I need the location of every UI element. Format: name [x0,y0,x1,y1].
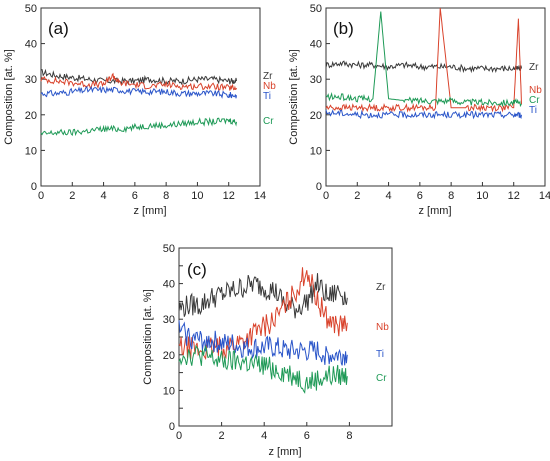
panel-b-xlabel: z [mm] [419,205,452,217]
panel-b-series-ti-line [325,109,522,120]
panel-b-ytick-label: 50 [310,3,322,15]
panel-a-ylabel: Composition [at. %] [3,49,15,144]
panel-a: (a) z [mm] Composition [at. %] 0 2 4 6 8 10 12… [3,3,276,217]
panel-a-frame [40,7,261,187]
panel-a-xtick-label: 14 [254,190,266,202]
panel-b-frame [325,7,546,187]
panel-b-xtick-label: 4 [386,190,392,202]
panel-b-ytick-label: 0 [316,181,322,193]
panel-a-xtick-label: 12 [223,190,235,202]
panel-b-legend-ti: Ti [529,105,537,116]
panel-b-ytick-label: 10 [310,145,322,157]
panel-a-legend-zr: Zr [263,71,273,82]
panel-b-xtick-label: 10 [476,190,488,202]
panel-a-ytick-label: 20 [25,110,37,122]
panel-b-xtick-label: 14 [539,190,550,202]
panel-c-ylabel: Composition [at. %] [142,289,154,384]
panel-b-xtick-label: 0 [323,190,329,202]
panel-c-ytick-label: 30 [163,314,175,326]
panel-b-ytick-label: 30 [310,74,322,86]
panel-c-ytick-label: 20 [163,350,175,362]
panel-c-xtick-label: 4 [261,430,267,442]
panel-c-series-zr-line [178,273,348,319]
panel-c-frame [178,247,393,427]
panel-a-xtick-label: 4 [101,190,107,202]
panel-c-ytick-label: 10 [163,385,175,397]
panel-b: (b) z [mm] Composition [at. %] 0 2 4 6 8 10 12… [288,3,550,217]
panel-c-legend-nb: Nb [376,322,389,333]
panel-c-xtick-label: 8 [346,430,352,442]
panel-a-series-nb-line [40,72,237,92]
panel-b-label: (b) [333,19,354,38]
panel-b-xtick-label: 6 [417,190,423,202]
panel-a-legend-cr: Cr [263,116,274,127]
panel-b-series-zr-line [325,60,522,74]
panel-c-label: (c) [187,260,207,279]
panel-c: (c) z [mm] Composition [at. %] 0 2 4 6 8 0 10 2… [142,243,393,458]
panel-a-legend-nb: Nb [263,81,276,92]
panel-c-series-cr-line [178,344,348,394]
panel-a-label: (a) [48,19,69,38]
panel-a-ytick-label: 40 [25,39,37,51]
panel-a-xtick-label: 8 [163,190,169,202]
panel-b-ytick-label: 40 [310,39,322,51]
panel-c-legend-cr: Cr [376,373,387,384]
panel-b-xtick-label: 12 [508,190,520,202]
panel-a-xtick-label: 2 [69,190,75,202]
panel-c-series-ti-line [178,320,348,366]
panel-a-xtick-label: 10 [191,190,203,202]
panel-b-ylabel: Composition [at. %] [288,49,300,144]
panel-c-ytick-label: 0 [169,421,175,433]
panel-c-legend-ti: Ti [376,349,384,360]
panel-a-ytick-label: 30 [25,74,37,86]
panel-c-xtick-label: 0 [176,430,182,442]
panel-c-xtick-label: 2 [219,430,225,442]
panel-b-legend-cr: Cr [529,95,540,106]
panel-c-xlabel: z [mm] [269,446,302,458]
panel-a-xlabel: z [mm] [134,205,167,217]
panel-a-series-ti-line [40,85,237,99]
panel-a-xtick-label: 6 [132,190,138,202]
panel-a-legend-ti: Ti [263,91,271,102]
panel-a-series-zr-line [41,68,237,86]
panel-c-xtick-label: 6 [304,430,310,442]
panel-c-legend-zr: Zr [376,282,386,293]
panel-c-ytick-label: 40 [163,279,175,291]
panel-b-xtick-label: 8 [448,190,454,202]
panel-b-legend-zr: Zr [529,62,539,73]
panel-b-series-nb-line [325,7,522,113]
panel-b-series-cr-line [325,11,522,108]
panel-a-ytick-label: 10 [25,145,37,157]
panel-b-ytick-label: 20 [310,110,322,122]
panel-b-legend-nb: Nb [529,85,542,96]
panel-a-series-cr-line [40,116,237,137]
panel-a-xtick-label: 0 [38,190,44,202]
panel-c-ytick-label: 50 [163,243,175,255]
panel-b-xtick-label: 2 [354,190,360,202]
panel-a-ytick-label: 50 [25,3,37,15]
panel-a-ytick-label: 0 [31,181,37,193]
